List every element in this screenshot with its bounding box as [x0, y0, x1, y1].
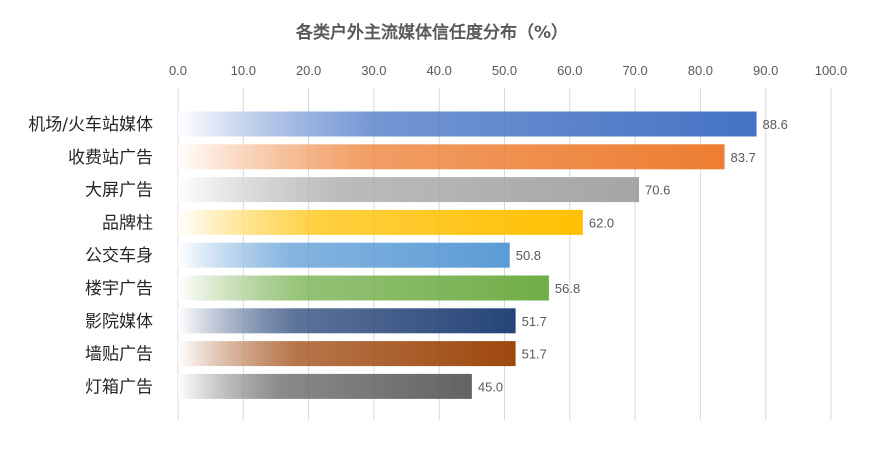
bar-7: [178, 341, 516, 367]
value-label-6: 51.7: [522, 314, 547, 329]
value-label-7: 51.7: [522, 347, 547, 362]
x-tick-label-10: 100.0: [815, 63, 848, 78]
bar-0: [178, 111, 757, 137]
x-tick-label-0: 0.0: [169, 63, 187, 78]
x-tick-label-9: 90.0: [753, 63, 778, 78]
value-label-5: 56.8: [555, 281, 580, 296]
category-label-3: 品牌柱: [102, 213, 153, 233]
value-label-8: 45.0: [478, 379, 503, 394]
value-labels: 88.6 83.7 70.6 62.0 50.8 56.8 51.7 51.7 45.0: [478, 117, 788, 394]
value-label-4: 50.8: [516, 248, 541, 263]
x-tick-label-1: 10.0: [231, 63, 256, 78]
category-label-8: 灯箱广告: [85, 377, 153, 397]
value-label-0: 88.6: [763, 117, 788, 132]
x-tick-label-5: 50.0: [492, 63, 517, 78]
category-label-4: 公交车身: [85, 246, 153, 266]
value-label-3: 62.0: [589, 215, 614, 230]
x-tick-label-4: 40.0: [427, 63, 452, 78]
bar-1: [178, 144, 725, 170]
category-label-7: 墙贴广告: [85, 345, 153, 365]
x-tick-label-6: 60.0: [557, 63, 582, 78]
bars: [178, 111, 757, 399]
category-label-5: 楼宇广告: [85, 279, 153, 299]
category-label-1: 收费站广告: [68, 148, 153, 168]
bar-8: [178, 373, 472, 399]
value-label-2: 70.6: [645, 183, 670, 198]
value-label-1: 83.7: [731, 150, 756, 165]
bar-2: [178, 177, 640, 203]
category-label-2: 大屏广告: [85, 181, 153, 201]
x-axis-ticks: 0.0 10.0 20.0 30.0 40.0 50.0 60.0 70.0 80.0 90.0 1…: [169, 63, 847, 78]
x-tick-label-3: 30.0: [361, 63, 386, 78]
category-label-0: 机场/火车站媒体: [28, 115, 153, 135]
chart-title: 各类户外主流媒体信任度分布（%）: [295, 22, 568, 43]
category-label-6: 影院媒体: [85, 312, 153, 332]
x-tick-label-7: 70.0: [622, 63, 647, 78]
x-tick-label-2: 20.0: [296, 63, 321, 78]
x-tick-label-8: 80.0: [688, 63, 713, 78]
bar-5: [178, 275, 549, 301]
bar-4: [178, 242, 510, 268]
bar-3: [178, 209, 583, 235]
bar-6: [178, 308, 516, 334]
